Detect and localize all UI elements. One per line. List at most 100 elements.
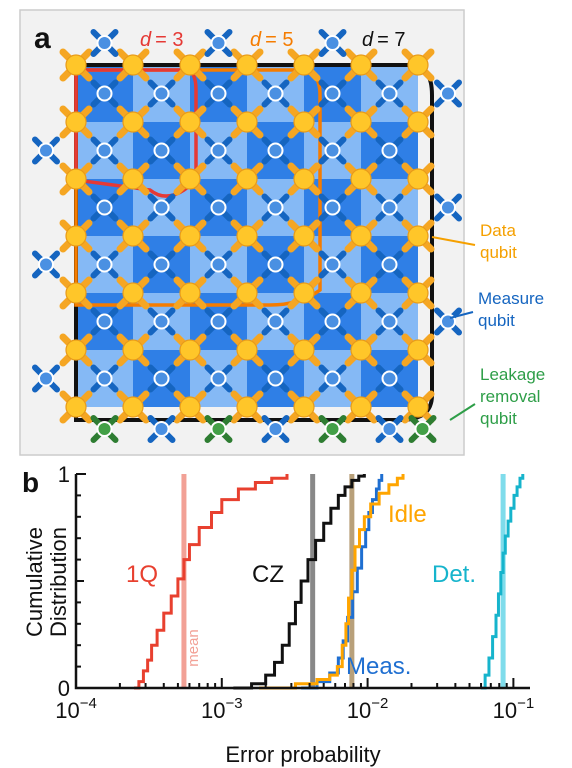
data-qubit bbox=[116, 276, 150, 310]
measure-qubit bbox=[434, 79, 462, 108]
x-tick-label: 10−2 bbox=[347, 695, 389, 723]
data-qubit bbox=[173, 333, 207, 367]
measure-qubit bbox=[261, 136, 290, 165]
measure-qubit bbox=[147, 136, 176, 165]
series-label-cz: CZ bbox=[252, 561, 284, 588]
measure-qubit bbox=[261, 415, 290, 443]
measure-qubit bbox=[204, 307, 233, 336]
measure-qubit bbox=[147, 193, 176, 222]
data-qubit bbox=[401, 219, 435, 253]
svg-text:qubit: qubit bbox=[478, 311, 515, 330]
data-qubit bbox=[116, 105, 150, 139]
data-qubit bbox=[59, 48, 93, 82]
measure-qubit bbox=[318, 364, 347, 393]
data-qubit bbox=[344, 333, 378, 367]
data-qubit bbox=[173, 105, 207, 139]
data-qubit bbox=[401, 333, 435, 367]
measure-qubit bbox=[90, 250, 119, 279]
x-tick-label: 10−3 bbox=[201, 695, 243, 723]
y-tick-label: 1 bbox=[58, 462, 70, 487]
data-qubit bbox=[344, 390, 378, 424]
data-qubit bbox=[344, 105, 378, 139]
x-tick-label: 10−4 bbox=[55, 695, 97, 723]
measure-qubit bbox=[375, 250, 404, 279]
measure-qubit bbox=[261, 79, 290, 108]
data-qubit bbox=[230, 48, 264, 82]
x-axis-label: Error probability bbox=[225, 742, 380, 767]
distance-label-d7: d = 7 bbox=[362, 29, 405, 51]
cdf-line-1q bbox=[134, 474, 289, 690]
measure-qubit bbox=[375, 193, 404, 222]
mean-annotation: mean bbox=[185, 629, 202, 667]
data-qubit bbox=[173, 219, 207, 253]
svg-text:d= 5: d = 5 bbox=[250, 29, 293, 51]
data-qubit bbox=[401, 105, 435, 139]
data-qubit bbox=[116, 162, 150, 196]
y-axis: 01 bbox=[58, 462, 86, 701]
data-qubit bbox=[401, 162, 435, 196]
legend-leakage-qubit: Leakage removal qubit bbox=[449, 365, 545, 428]
data-qubit bbox=[116, 219, 150, 253]
leakage-removal-qubit bbox=[408, 415, 437, 443]
data-qubit bbox=[401, 276, 435, 310]
y-tick-label: 0 bbox=[58, 676, 70, 701]
data-qubit bbox=[59, 219, 93, 253]
measure-qubit bbox=[318, 29, 347, 57]
measure-qubit bbox=[147, 79, 176, 108]
data-qubit bbox=[116, 390, 150, 424]
measure-qubit bbox=[32, 250, 60, 279]
measure-qubit bbox=[375, 415, 404, 443]
svg-text:d= 7: d = 7 bbox=[362, 29, 405, 51]
measure-qubit bbox=[32, 364, 60, 393]
data-qubit bbox=[59, 390, 93, 424]
data-qubit bbox=[173, 48, 207, 82]
surface-code-layout-diagram: a d = 3 d = 5 d = 7 Data qubit Measure qubi… bbox=[19, 9, 545, 456]
measure-qubit bbox=[90, 29, 119, 57]
data-qubit bbox=[287, 162, 321, 196]
legend-measure-qubit: Measure qubit bbox=[449, 289, 544, 330]
data-qubit bbox=[173, 162, 207, 196]
data-qubit bbox=[287, 333, 321, 367]
measure-qubit bbox=[90, 364, 119, 393]
series-label-idle: Idle bbox=[388, 501, 427, 528]
measure-qubit bbox=[318, 250, 347, 279]
cdf-line-det bbox=[481, 474, 525, 690]
data-qubit bbox=[344, 48, 378, 82]
measure-qubit bbox=[90, 136, 119, 165]
leakage-removal-qubit bbox=[318, 415, 347, 443]
y-axis-label-line1: Cumulative bbox=[22, 527, 47, 637]
data-qubit bbox=[230, 276, 264, 310]
series-label-1q: 1Q bbox=[126, 561, 158, 588]
data-qubit bbox=[287, 219, 321, 253]
legend-data-qubit: Data qubit bbox=[431, 221, 517, 262]
measure-qubit bbox=[90, 307, 119, 336]
measure-qubit bbox=[375, 79, 404, 108]
plot-area: mean 1Q CZ Meas. Idle Det. bbox=[74, 474, 530, 690]
data-qubit bbox=[401, 48, 435, 82]
data-qubit bbox=[230, 105, 264, 139]
svg-text:qubit: qubit bbox=[480, 243, 517, 262]
measure-qubit bbox=[204, 79, 233, 108]
data-qubit bbox=[230, 390, 264, 424]
measure-qubit bbox=[318, 307, 347, 336]
measure-qubit bbox=[32, 136, 60, 165]
measure-qubit bbox=[204, 250, 233, 279]
measure-qubit bbox=[318, 79, 347, 108]
measure-qubit bbox=[434, 307, 462, 336]
x-axis: 10−4 10−3 10−2 10−1 bbox=[55, 678, 534, 723]
data-qubit bbox=[59, 333, 93, 367]
panel-a-label: a bbox=[34, 22, 51, 55]
data-qubit bbox=[344, 162, 378, 196]
measure-qubit bbox=[147, 364, 176, 393]
svg-text:qubit: qubit bbox=[480, 409, 517, 428]
leakage-removal-qubit bbox=[90, 415, 119, 443]
measure-qubit bbox=[261, 364, 290, 393]
svg-text:Data: Data bbox=[480, 221, 516, 240]
distance-label-d5: d = 5 bbox=[250, 29, 293, 51]
data-qubit bbox=[230, 219, 264, 253]
series-label-det: Det. bbox=[432, 561, 476, 588]
cdf-line-cz bbox=[233, 474, 366, 690]
measure-qubit bbox=[261, 250, 290, 279]
cdf-line-idle bbox=[259, 474, 405, 690]
svg-text:Measure: Measure bbox=[478, 289, 544, 308]
